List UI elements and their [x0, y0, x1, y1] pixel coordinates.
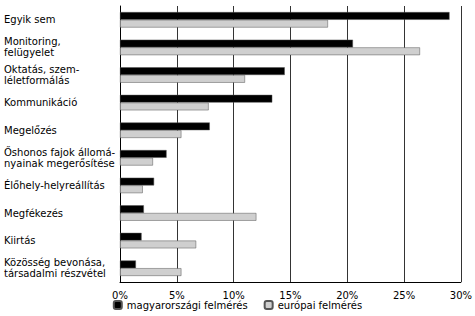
svg-text:20%: 20% [336, 289, 359, 301]
svg-text:Egyik sem: Egyik sem [4, 14, 55, 25]
svg-text:0%: 0% [112, 290, 128, 301]
svg-text:európai felmérés: európai felmérés [278, 300, 363, 311]
svg-text:25%: 25% [393, 290, 415, 301]
svg-text:Kommunikáció: Kommunikáció [4, 97, 77, 108]
svg-text:Élőhely-helyreállítás: Élőhely-helyreállítás [4, 179, 105, 191]
svg-text:Közösség bevonása,: Közösség bevonása, [4, 257, 105, 268]
svg-text:társadalmi részvétel: társadalmi részvétel [4, 268, 106, 279]
svg-text:30%: 30% [450, 290, 472, 301]
svg-text:Oktatás, szem-: Oktatás, szem- [4, 64, 80, 75]
svg-text:nyainak megerősítése: nyainak megerősítése [4, 158, 115, 169]
svg-text:10%: 10% [222, 289, 245, 301]
svg-text:Őshonos fajok állomá-: Őshonos fajok állomá- [4, 145, 116, 158]
svg-text:15%: 15% [279, 289, 302, 301]
svg-text:Megelőzés: Megelőzés [4, 125, 57, 136]
svg-text:magyarországi felmérés: magyarországi felmérés [127, 300, 248, 311]
svg-text:Kiirtás: Kiirtás [4, 235, 35, 246]
svg-text:Megfékezés: Megfékezés [4, 208, 63, 219]
svg-text:5%: 5% [168, 289, 185, 301]
svg-text:Monitoring,: Monitoring, [4, 36, 61, 47]
svg-text:léletformálás: léletformálás [4, 75, 69, 86]
svg-text:felügyelet: felügyelet [4, 47, 54, 58]
